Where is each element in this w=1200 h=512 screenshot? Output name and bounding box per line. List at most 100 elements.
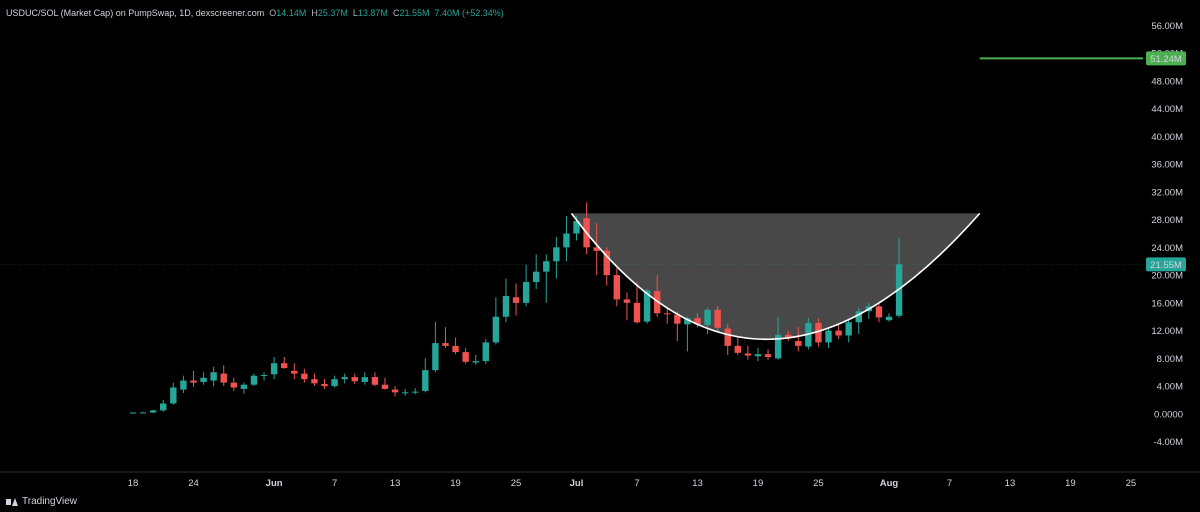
candle[interactable] — [432, 321, 439, 373]
candle[interactable] — [452, 337, 459, 355]
candle[interactable] — [371, 372, 379, 387]
candle[interactable] — [200, 372, 207, 385]
candle[interactable] — [653, 275, 661, 317]
candle[interactable] — [674, 311, 681, 342]
price-label-badge: 51.24M — [1146, 51, 1186, 66]
candle[interactable] — [220, 365, 227, 387]
tradingview-branding[interactable]: TradingView — [6, 496, 77, 507]
candle[interactable] — [583, 202, 590, 255]
candle[interactable] — [633, 282, 641, 324]
candle[interactable] — [835, 325, 842, 339]
candle[interactable] — [149, 409, 157, 414]
candle-body — [341, 377, 348, 380]
candle[interactable] — [482, 338, 489, 364]
candle-body — [492, 316, 500, 343]
candle[interactable] — [160, 399, 167, 412]
candle[interactable] — [795, 327, 802, 352]
high-label: H — [311, 8, 318, 18]
candle-body — [704, 309, 711, 326]
candle[interactable] — [462, 347, 469, 364]
candle-body — [875, 306, 883, 318]
candle[interactable] — [512, 283, 520, 316]
candle[interactable] — [139, 411, 147, 414]
y-tick-label: 28.00M — [1151, 215, 1183, 226]
candle[interactable] — [593, 223, 600, 276]
candle[interactable] — [422, 358, 429, 393]
x-tick-label: 18 — [128, 478, 139, 489]
candle[interactable] — [210, 366, 217, 387]
candle[interactable] — [502, 278, 510, 323]
candle[interactable] — [543, 254, 550, 303]
candle-body — [160, 403, 167, 411]
candle[interactable] — [845, 320, 852, 343]
high-value: 25.37M — [317, 8, 348, 18]
candle[interactable] — [563, 216, 570, 262]
candle[interactable] — [613, 268, 621, 307]
candle[interactable] — [754, 347, 762, 362]
candle-body — [694, 318, 701, 325]
candle[interactable] — [351, 373, 358, 385]
candle[interactable] — [734, 337, 741, 355]
price-axis[interactable]: 56.00M52.00M48.00M44.00M40.00M36.00M32.0… — [1151, 21, 1183, 448]
candle[interactable] — [724, 323, 731, 355]
candle[interactable] — [714, 306, 721, 332]
candle[interactable] — [391, 386, 399, 397]
candle[interactable] — [321, 379, 328, 389]
candle-body — [724, 328, 731, 346]
y-tick-label: -4.00M — [1153, 437, 1183, 448]
candle[interactable] — [412, 388, 419, 395]
candle[interactable] — [885, 313, 893, 322]
candle[interactable] — [643, 288, 651, 324]
candle-body — [462, 352, 469, 362]
candle-body — [432, 343, 439, 371]
candle[interactable] — [855, 307, 862, 335]
candle[interactable] — [230, 377, 237, 391]
candle-body — [593, 247, 600, 251]
candle[interactable] — [250, 373, 258, 387]
time-axis[interactable]: 18 24 Jun 7 13 19 25 Jul 7 13 19 25 Aug 7 13 19 25 — [0, 471, 1200, 489]
candle[interactable] — [381, 377, 389, 390]
candle[interactable] — [260, 372, 268, 381]
candle[interactable] — [764, 349, 772, 360]
candle[interactable] — [472, 354, 479, 365]
candle[interactable] — [553, 236, 560, 279]
candle[interactable] — [704, 307, 711, 335]
candle-body — [301, 373, 308, 380]
x-tick-label: 25 — [813, 478, 824, 489]
candle[interactable] — [875, 302, 883, 323]
candle-body — [371, 377, 379, 385]
candle[interactable] — [341, 373, 348, 384]
candle[interactable] — [785, 330, 792, 342]
candle[interactable] — [401, 388, 409, 396]
price-label-text: 51.24M — [1150, 54, 1182, 65]
candle[interactable] — [603, 247, 610, 286]
candle-body — [734, 345, 741, 353]
candle[interactable] — [684, 316, 691, 352]
candle[interactable] — [180, 375, 187, 394]
candle[interactable] — [190, 370, 197, 387]
candle[interactable] — [533, 254, 540, 289]
candle[interactable] — [331, 375, 338, 388]
candle[interactable] — [291, 363, 298, 380]
candle[interactable] — [623, 292, 631, 321]
candle[interactable] — [522, 264, 530, 307]
candle[interactable] — [170, 382, 177, 405]
candle[interactable] — [744, 345, 752, 360]
candle[interactable] — [664, 306, 671, 324]
candle[interactable] — [270, 356, 278, 380]
candle[interactable] — [281, 356, 288, 369]
candle-body — [835, 330, 842, 336]
price-label-background — [1146, 257, 1186, 272]
candle-body — [291, 370, 298, 374]
candle[interactable] — [240, 382, 248, 394]
candle[interactable] — [825, 327, 832, 348]
candle[interactable] — [815, 318, 822, 347]
candle[interactable] — [361, 372, 369, 385]
candle[interactable] — [311, 373, 318, 387]
candle-body — [260, 375, 268, 377]
candle[interactable] — [492, 297, 500, 345]
candle[interactable] — [442, 327, 449, 348]
candle[interactable] — [301, 368, 308, 383]
candle[interactable] — [129, 412, 137, 414]
